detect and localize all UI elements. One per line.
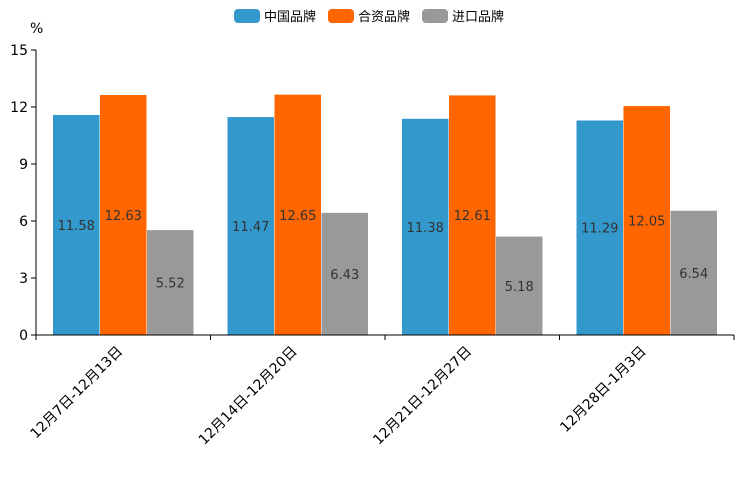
x-axis: 12月7日-12月13日 12月14日-12月20日 12月21日-12月27日 12…	[28, 334, 735, 449]
data-label: 5.52	[156, 277, 185, 292]
bar	[227, 117, 274, 335]
bar	[576, 120, 623, 336]
bars: 11.58 12.63 5.52 11.47 12.65 6.43 11.38 12.61 5.…	[53, 94, 717, 336]
y-tick-label: 12	[10, 100, 28, 116]
bar	[321, 212, 368, 335]
data-label: 12.61	[454, 209, 491, 224]
data-label: 11.47	[232, 220, 269, 235]
y-tick-label: 15	[10, 43, 28, 59]
data-label: 11.58	[58, 219, 95, 234]
data-label: 11.29	[581, 222, 618, 237]
y-tick-label: 9	[19, 157, 28, 173]
legend-label: 进口品牌	[452, 9, 504, 25]
y-tick-label: 3	[19, 271, 28, 287]
bar	[53, 114, 100, 335]
y-tick-label: 6	[19, 214, 28, 230]
y-axis-unit-label: %	[30, 21, 43, 37]
legend-label: 中国品牌	[264, 9, 316, 25]
bar	[496, 236, 543, 335]
y-tick-label: 0	[19, 328, 28, 344]
data-label: 12.05	[628, 215, 665, 230]
data-label: 5.18	[505, 280, 534, 295]
bar	[449, 95, 496, 335]
x-tick-label: 12月14日-12月20日	[196, 344, 301, 449]
legend: 中国品牌 合资品牌 进口品牌	[234, 9, 504, 25]
bar	[670, 210, 717, 335]
legend-swatch	[234, 9, 260, 23]
x-tick-label: 12月21日-12月27日	[370, 344, 475, 449]
legend-swatch	[422, 9, 448, 23]
data-label: 12.65	[279, 209, 316, 224]
data-label: 6.43	[330, 268, 359, 283]
data-label: 12.63	[105, 209, 142, 224]
bar	[623, 106, 670, 335]
x-tick-label: 12月28日-1月3日	[557, 344, 649, 436]
bar	[100, 95, 147, 335]
legend-swatch	[328, 9, 354, 23]
bar	[274, 94, 321, 336]
data-label: 6.54	[679, 267, 708, 282]
bar	[402, 118, 449, 335]
bar	[147, 230, 194, 335]
legend-label: 合资品牌	[358, 9, 410, 25]
y-axis: 0 3 6 9 12 15	[10, 43, 37, 344]
data-label: 11.38	[407, 221, 444, 236]
x-tick-label: 12月7日-12月13日	[28, 344, 127, 443]
